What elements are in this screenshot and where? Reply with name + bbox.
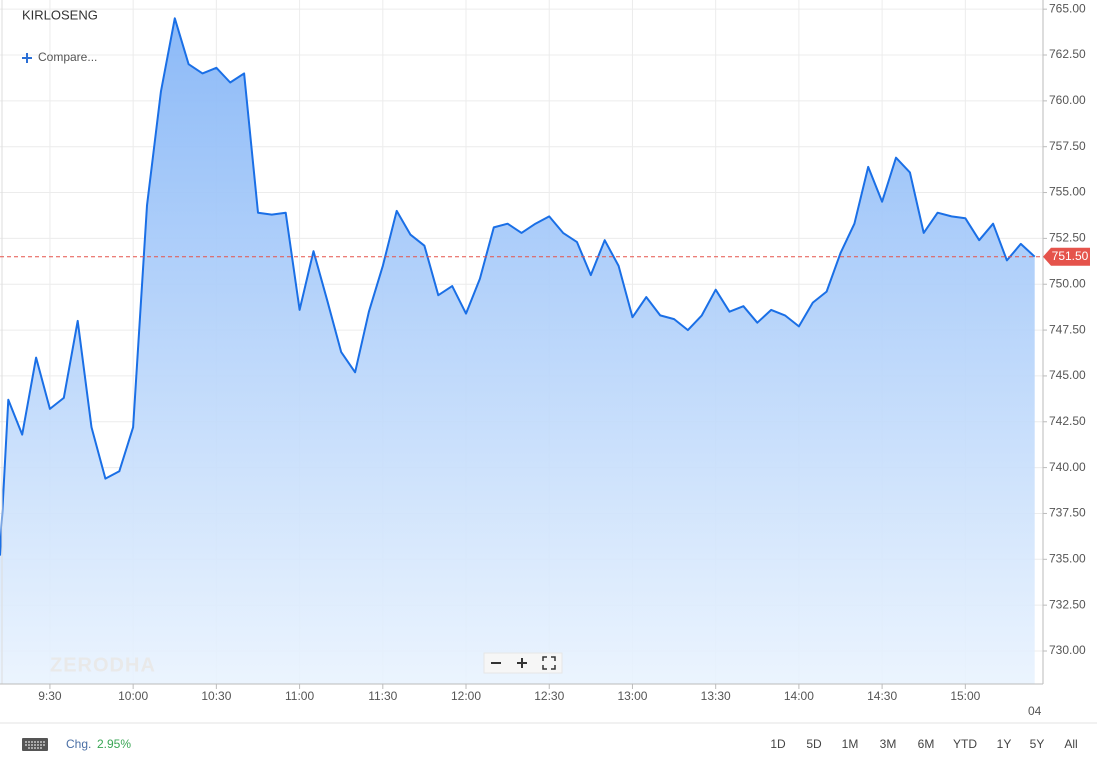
change-label: Chg. xyxy=(66,737,91,751)
plus-icon xyxy=(22,53,32,63)
x-tick-label: 14:30 xyxy=(867,689,897,703)
keyboard-keys xyxy=(25,741,45,749)
zoom-controls xyxy=(483,652,563,674)
y-tick-label: 740.00 xyxy=(1049,460,1086,474)
y-tick-label: 737.50 xyxy=(1049,506,1086,520)
compare-button[interactable]: Compare... xyxy=(22,50,97,64)
compare-label[interactable]: Compare... xyxy=(38,50,97,64)
x-edge-label: 04 xyxy=(1028,704,1042,718)
y-tick-label: 765.00 xyxy=(1049,1,1086,15)
range-button[interactable]: YTD xyxy=(953,737,977,751)
x-tick-label: 14:00 xyxy=(784,689,814,703)
price-line xyxy=(0,17,1036,556)
range-button[interactable]: 1Y xyxy=(997,737,1012,751)
y-tick-label: 730.00 xyxy=(1049,643,1086,657)
x-tick-label: 9:30 xyxy=(38,689,62,703)
x-tick-label: 10:30 xyxy=(201,689,231,703)
keyboard-icon[interactable] xyxy=(22,738,48,751)
range-button[interactable]: 1M xyxy=(842,737,859,751)
y-tick-label: 755.00 xyxy=(1049,185,1086,199)
y-tick-label: 735.00 xyxy=(1049,551,1086,565)
y-tick-label: 762.50 xyxy=(1049,47,1086,61)
x-tick-label: 13:30 xyxy=(701,689,731,703)
x-tick-label: 13:00 xyxy=(617,689,647,703)
range-button[interactable]: 3M xyxy=(880,737,897,751)
x-tick-label: 10:00 xyxy=(118,689,148,703)
y-tick-label: 750.00 xyxy=(1049,276,1086,290)
x-tick-label: 12:30 xyxy=(534,689,564,703)
change-value: 2.95% xyxy=(97,737,131,751)
area xyxy=(0,18,1035,685)
last-price-badge xyxy=(1043,247,1090,266)
last-price-label: 751.50 xyxy=(1052,249,1089,263)
y-tick-label: 742.50 xyxy=(1049,414,1086,428)
y-tick-label: 757.50 xyxy=(1049,139,1086,153)
x-tick-label: 15:00 xyxy=(950,689,980,703)
x-tick-label: 12:00 xyxy=(451,689,481,703)
x-tick-label: 11:00 xyxy=(285,689,314,703)
range-button[interactable]: 5Y xyxy=(1030,737,1045,751)
y-tick-label: 747.50 xyxy=(1049,322,1086,336)
range-button[interactable]: All xyxy=(1064,737,1077,751)
zoom-in[interactable] xyxy=(517,658,527,668)
y-tick-label: 760.00 xyxy=(1049,93,1086,107)
symbol-title: KIRLOSENG xyxy=(22,7,98,22)
range-button[interactable]: 1D xyxy=(770,737,786,751)
y-tick-label: 745.00 xyxy=(1049,368,1086,382)
fullscreen[interactable] xyxy=(542,656,556,670)
watermark: ZERODHA xyxy=(50,654,156,676)
range-button[interactable]: 5D xyxy=(806,737,822,751)
range-button[interactable]: 6M xyxy=(918,737,935,751)
x-tick-label: 11:30 xyxy=(368,689,397,703)
y-tick-label: 752.50 xyxy=(1049,231,1086,245)
y-tick-label: 732.50 xyxy=(1049,597,1086,611)
